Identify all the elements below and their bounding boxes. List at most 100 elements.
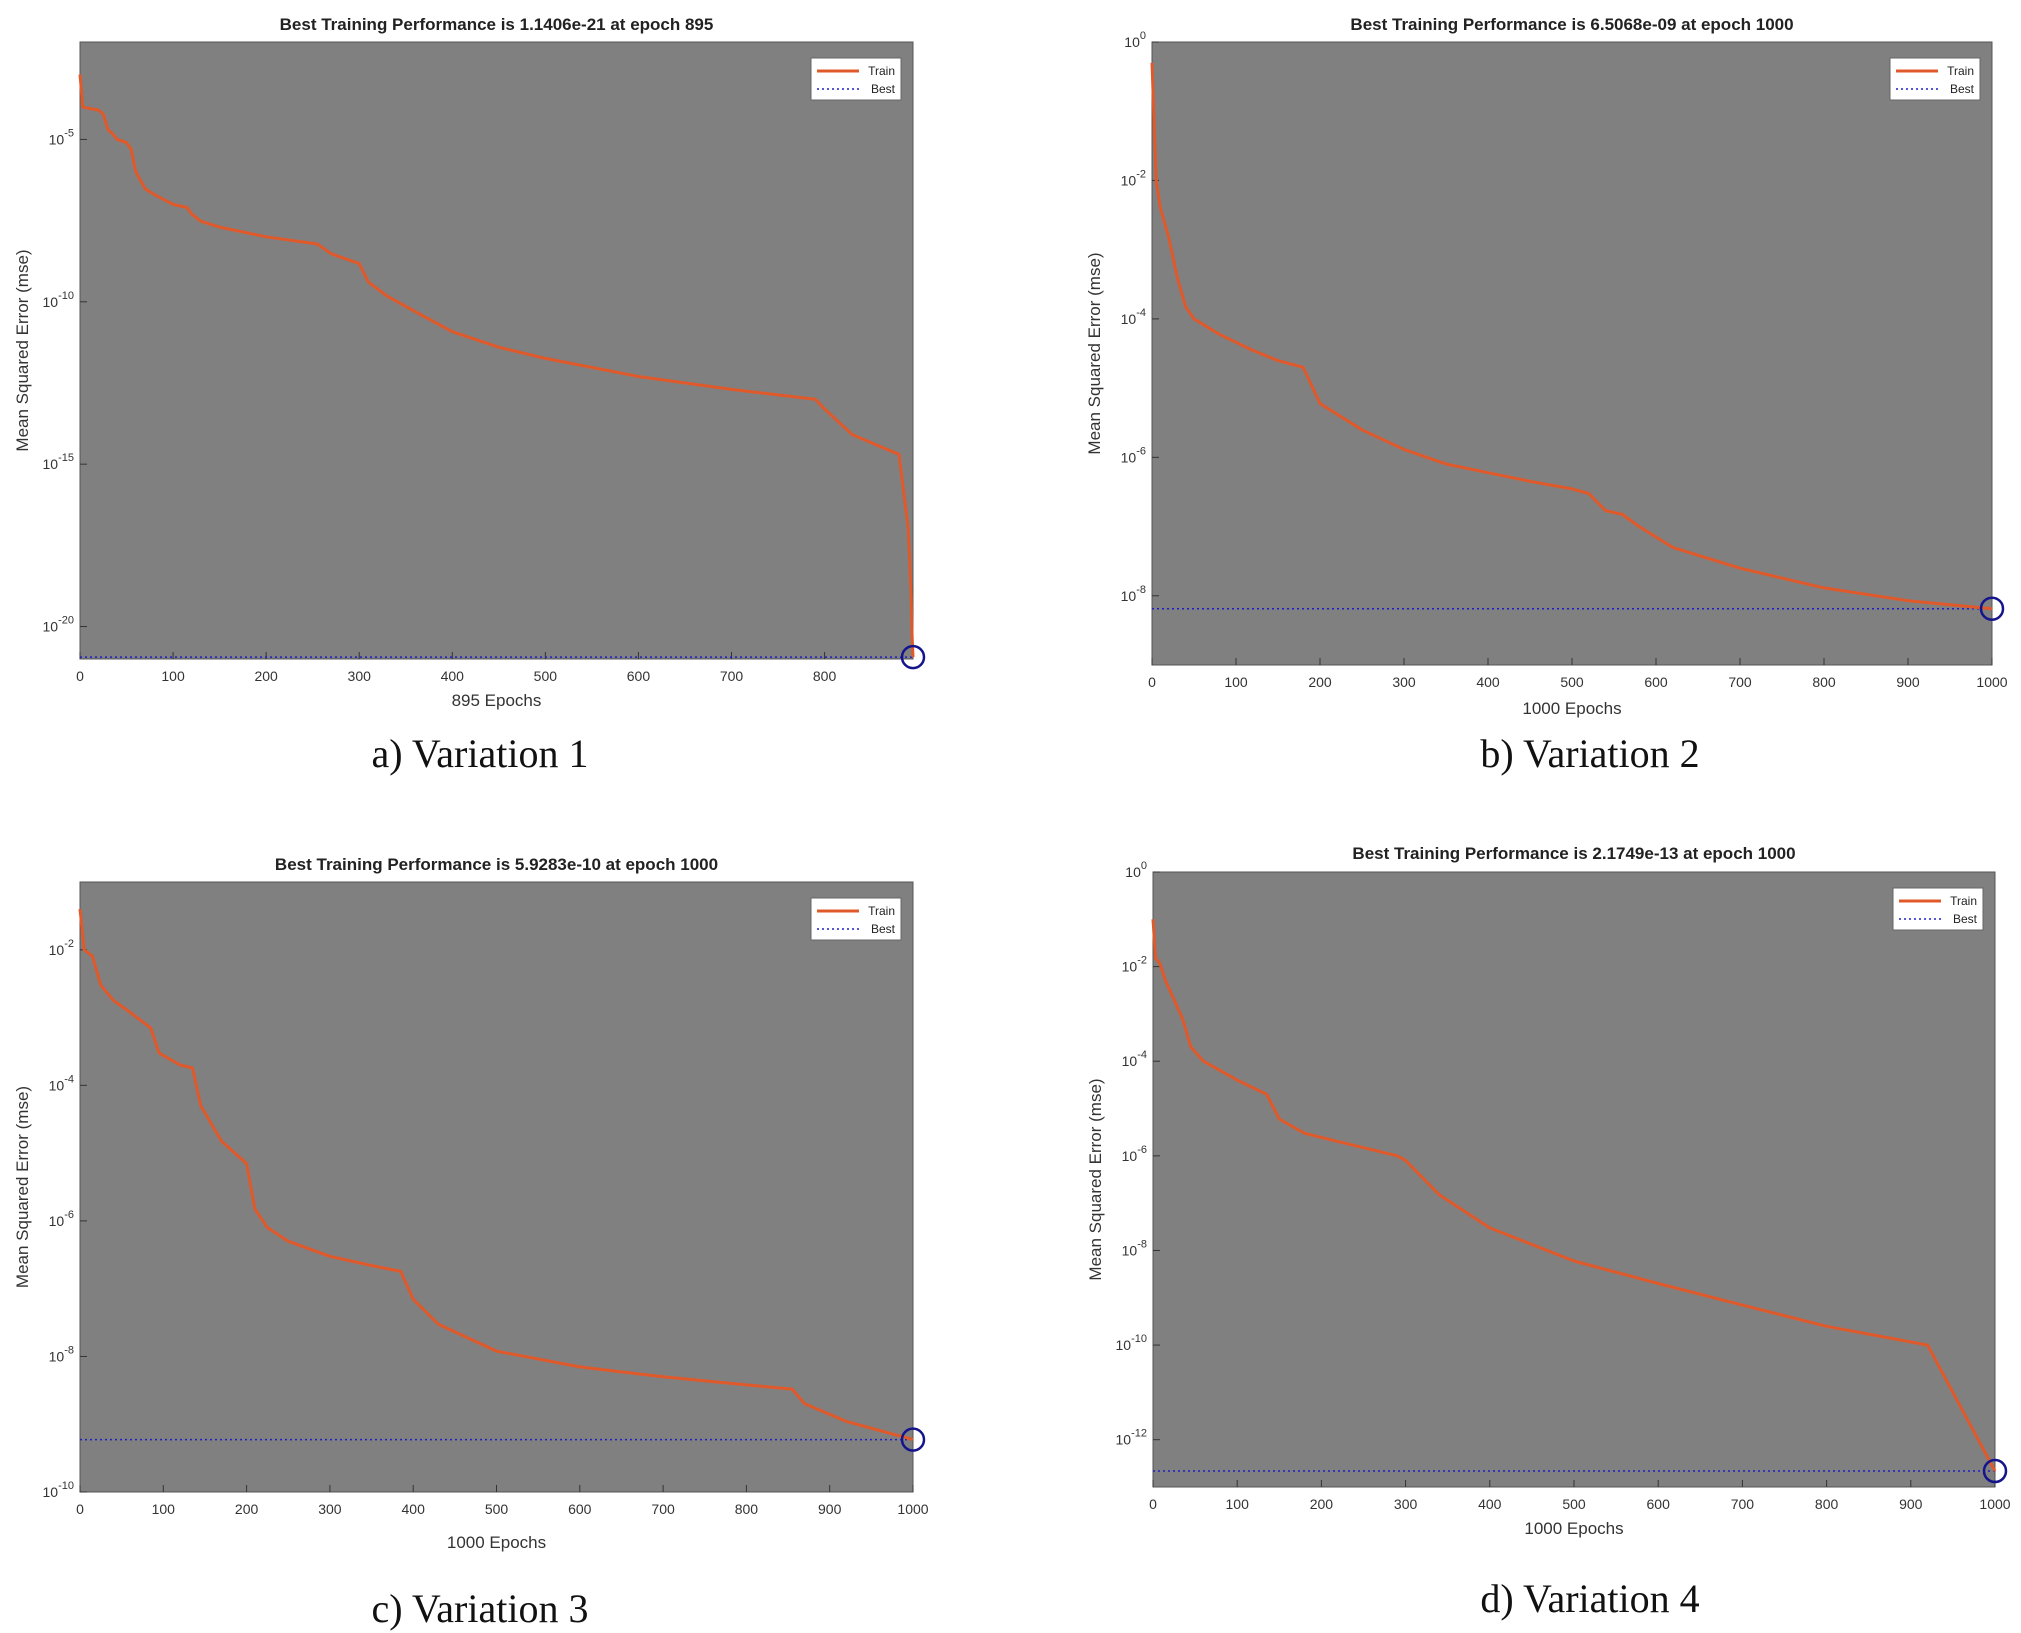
y-tick-label: 10-10 (43, 290, 74, 310)
plot-area (1151, 41, 1993, 666)
x-tick-label: 0 (1149, 1496, 1157, 1512)
y-axis-label: Mean Squared Error (mse) (1086, 1078, 1105, 1280)
x-axis-label: 895 Epochs (452, 691, 542, 710)
x-tick-label: 600 (1644, 674, 1668, 690)
y-tick-label: 10-8 (49, 1344, 74, 1364)
x-tick-label: 600 (627, 668, 651, 684)
train-line (78, 908, 914, 1442)
y-tick-label: 10-12 (1116, 1428, 1147, 1448)
y-tick-label: 10-20 (43, 615, 74, 635)
y-tick-label: 10-8 (1121, 584, 1146, 604)
best-point-marker (1979, 596, 2005, 621)
x-tick-label: 900 (1896, 674, 1920, 690)
x-tick-label: 900 (1899, 1496, 1923, 1512)
x-tick-label: 0 (76, 1501, 84, 1517)
x-axis-label: 1000 Epochs (1524, 1519, 1623, 1538)
x-tick-label: 800 (813, 668, 837, 684)
y-axis-label: Mean Squared Error (mse) (13, 249, 32, 451)
chart-title: Best Training Performance is 2.1749e-13 … (1352, 844, 1795, 863)
chart-panel-variation-3: Best Training Performance is 5.9283e-10 … (0, 820, 1010, 1633)
chart-caption-3: c) Variation 3 (371, 1586, 589, 1631)
x-tick-label: 700 (1728, 674, 1752, 690)
x-tick-label: 100 (1226, 1496, 1250, 1512)
x-tick-label: 900 (818, 1501, 842, 1517)
x-tick-label: 500 (534, 668, 558, 684)
legend-train-label: Train (1947, 64, 1974, 78)
chart-title: Best Training Performance is 5.9283e-10 … (275, 855, 718, 874)
legend-best-label: Best (871, 922, 896, 936)
x-axis-label: 1000 Epochs (447, 1533, 546, 1552)
x-tick-label: 500 (1562, 1496, 1586, 1512)
x-tick-label: 1000 (897, 1501, 928, 1517)
legend-best-label: Best (1953, 912, 1978, 926)
chart-panel-variation-2: Best Training Performance is 6.5068e-09 … (1010, 0, 2021, 800)
x-tick-label: 300 (1392, 674, 1416, 690)
training-performance-chart-2: Best Training Performance is 6.5068e-09 … (1085, 15, 2008, 718)
x-tick-label: 200 (254, 668, 278, 684)
chart-panel-variation-1: Best Training Performance is 1.1406e-21 … (0, 0, 1010, 800)
x-tick-label: 400 (1478, 1496, 1502, 1512)
legend-box (1892, 887, 1984, 931)
plot-area (1152, 871, 1996, 1488)
legend-best-label: Best (1950, 82, 1975, 96)
legend-train-label: Train (868, 64, 895, 78)
x-tick-label: 300 (318, 1501, 342, 1517)
x-tick-label: 0 (76, 668, 84, 684)
train-line (78, 74, 915, 658)
chart-title: Best Training Performance is 6.5068e-09 … (1350, 15, 1793, 34)
y-tick-label: 100 (1124, 30, 1146, 50)
x-tick-label: 400 (402, 1501, 426, 1517)
y-tick-label: 10-2 (1122, 955, 1147, 975)
x-tick-label: 100 (152, 1501, 176, 1517)
x-tick-label: 300 (348, 668, 372, 684)
y-tick-label: 10-2 (1121, 168, 1146, 188)
legend-train-label: Train (1950, 894, 1977, 908)
x-tick-label: 700 (720, 668, 744, 684)
y-tick-label: 10-4 (1121, 307, 1146, 327)
training-performance-chart-3: Best Training Performance is 5.9283e-10 … (13, 855, 929, 1552)
y-axis-label: Mean Squared Error (mse) (13, 1086, 32, 1288)
training-performance-chart-1: Best Training Performance is 1.1406e-21 … (13, 15, 926, 710)
x-tick-label: 600 (568, 1501, 592, 1517)
x-tick-label: 0 (1148, 674, 1156, 690)
y-axis-label: Mean Squared Error (mse) (1085, 252, 1104, 454)
plot-area (79, 41, 914, 660)
x-tick-label: 500 (1560, 674, 1584, 690)
legend-box (1889, 57, 1981, 101)
x-tick-label: 700 (651, 1501, 675, 1517)
x-tick-label: 100 (1224, 674, 1248, 690)
y-tick-label: 10-2 (49, 938, 74, 958)
plot-area (79, 881, 914, 1493)
x-tick-label: 1000 (1976, 674, 2007, 690)
train-line (1151, 919, 1997, 1472)
y-tick-label: 10-15 (43, 452, 74, 472)
legend-box (810, 897, 902, 941)
train-line (1150, 62, 1993, 611)
chart-caption-4: d) Variation 4 (1480, 1576, 1700, 1621)
y-tick-label: 10-8 (1122, 1238, 1147, 1258)
x-tick-label: 300 (1394, 1496, 1418, 1512)
y-tick-label: 10-10 (43, 1480, 74, 1500)
x-tick-label: 800 (1812, 674, 1836, 690)
best-point-marker (900, 644, 926, 670)
x-tick-label: 400 (441, 668, 465, 684)
y-tick-label: 10-10 (1116, 1333, 1147, 1353)
x-tick-label: 600 (1647, 1496, 1671, 1512)
x-tick-label: 500 (485, 1501, 509, 1517)
chart-title: Best Training Performance is 1.1406e-21 … (280, 15, 714, 34)
legend-box (810, 57, 902, 101)
y-tick-label: 10-4 (49, 1073, 74, 1093)
legend-best-label: Best (871, 82, 896, 96)
chart-caption-1: a) Variation 1 (371, 731, 589, 776)
y-tick-label: 10-5 (49, 127, 74, 147)
x-tick-label: 200 (1308, 674, 1332, 690)
x-tick-label: 1000 (1979, 1496, 2010, 1512)
legend-train-label: Train (868, 904, 895, 918)
chart-caption-2: b) Variation 2 (1480, 731, 1700, 776)
y-tick-label: 10-6 (49, 1209, 74, 1229)
x-axis-label: 1000 Epochs (1522, 699, 1621, 718)
training-performance-chart-4: Best Training Performance is 2.1749e-13 … (1086, 844, 2011, 1538)
x-tick-label: 700 (1731, 1496, 1755, 1512)
y-tick-label: 10-6 (1121, 445, 1146, 465)
best-point-marker (1982, 1458, 2008, 1484)
